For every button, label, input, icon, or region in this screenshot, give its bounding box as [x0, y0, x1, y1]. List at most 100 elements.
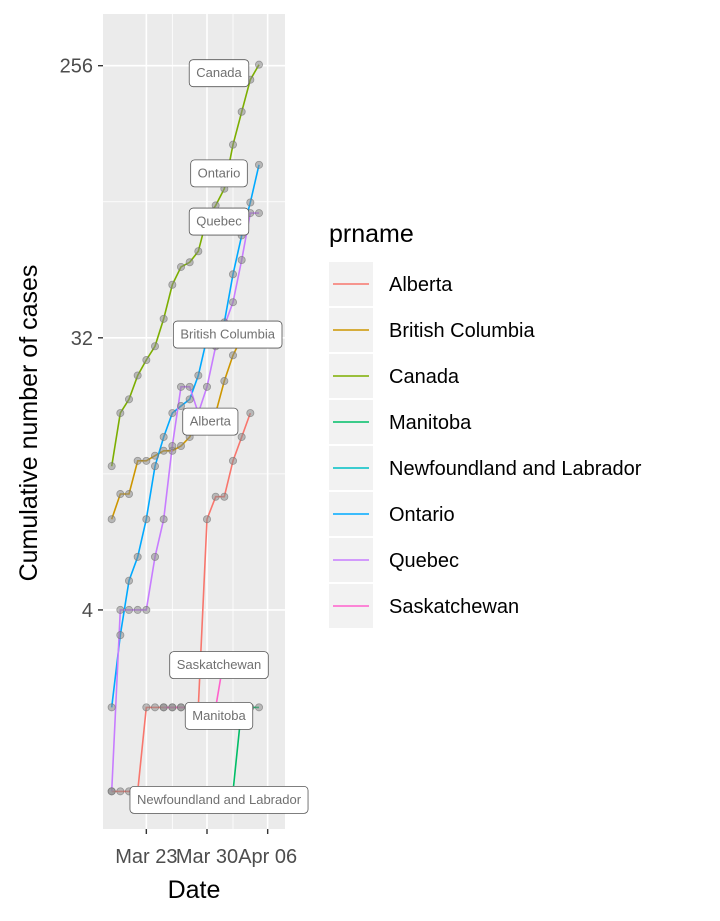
data-point	[125, 395, 134, 404]
series-label: Newfoundland and Labrador	[129, 785, 309, 814]
series-label-text: Quebec	[196, 214, 242, 229]
series-label-box	[184, 701, 254, 730]
legend-label: Ontario	[389, 504, 455, 526]
x-axis-title: Date	[168, 876, 221, 904]
data-point	[237, 255, 246, 264]
legend-item: Canada	[329, 354, 460, 398]
data-point	[228, 298, 237, 307]
data-point	[142, 515, 151, 524]
data-point	[125, 576, 134, 585]
data-point	[228, 351, 237, 360]
y-tick-label: 4	[82, 600, 93, 622]
x-tick-label: Mar 23	[115, 846, 177, 868]
legend-item: British Columbia	[329, 308, 535, 352]
series-label-box	[190, 159, 248, 188]
data-point	[168, 441, 177, 450]
legend-item: Quebec	[329, 538, 459, 582]
data-point	[202, 515, 211, 524]
legend-item: Saskatchewan	[329, 584, 519, 628]
legend: prname Alberta British Columbia Canada Mani…	[329, 220, 642, 628]
legend-label: Newfoundland and Labrador	[389, 458, 642, 480]
series-label: Canada	[188, 59, 250, 88]
data-point	[254, 160, 263, 169]
data-point	[176, 441, 185, 450]
series-line	[110, 64, 260, 467]
series-label-box	[172, 320, 283, 349]
data-point	[116, 490, 125, 499]
data-point	[176, 703, 185, 712]
series-label: Ontario	[190, 159, 248, 188]
data-point	[150, 451, 159, 460]
data-point	[246, 198, 255, 207]
data-point	[159, 432, 168, 441]
y-tick-label: 256	[60, 56, 93, 78]
legend-label: Canada	[389, 366, 460, 388]
legend-item: Alberta	[329, 262, 453, 306]
series-label: Alberta	[182, 407, 239, 436]
data-point	[220, 377, 229, 386]
data-point	[107, 787, 116, 796]
data-point	[142, 703, 151, 712]
series-label: British Columbia	[172, 320, 283, 349]
data-point	[107, 515, 116, 524]
data-point	[150, 462, 159, 471]
legend-label: Alberta	[389, 274, 453, 296]
data-point	[142, 605, 151, 614]
legend-item: Newfoundland and Labrador	[329, 446, 642, 490]
data-point	[159, 703, 168, 712]
data-point	[194, 371, 203, 380]
data-point	[133, 371, 142, 380]
data-point	[237, 107, 246, 116]
data-point	[107, 462, 116, 471]
data-point	[159, 515, 168, 524]
legend-label: British Columbia	[389, 320, 535, 342]
data-point	[150, 552, 159, 561]
series-label-box	[188, 59, 250, 88]
series-label-text: Saskatchewan	[177, 657, 262, 672]
data-point	[202, 382, 211, 391]
legend-label: Manitoba	[389, 412, 472, 434]
data-point	[125, 605, 134, 614]
series-label-text: British Columbia	[180, 327, 275, 342]
data-point	[150, 703, 159, 712]
series-label-text: Canada	[196, 65, 242, 80]
legend-item: Manitoba	[329, 400, 472, 444]
series-label-text: Newfoundland and Labrador	[137, 792, 302, 807]
legend-label: Saskatchewan	[389, 596, 519, 618]
legend-label: Quebec	[389, 550, 459, 572]
data-point	[159, 314, 168, 323]
series-label: Quebec	[188, 207, 250, 236]
data-point	[176, 402, 185, 411]
data-point	[133, 605, 142, 614]
series-label-box	[129, 785, 309, 814]
data-point	[228, 456, 237, 465]
series-label-text: Manitoba	[192, 708, 246, 723]
series-label: Saskatchewan	[169, 651, 269, 680]
data-point	[194, 247, 203, 256]
data-point	[246, 409, 255, 418]
data-point	[228, 270, 237, 279]
data-point	[254, 703, 263, 712]
data-point	[237, 432, 246, 441]
data-point	[142, 356, 151, 365]
data-point	[116, 631, 125, 640]
data-point	[185, 382, 194, 391]
data-point	[159, 446, 168, 455]
data-point	[116, 787, 125, 796]
series-label-text: Alberta	[190, 414, 232, 429]
data-point	[142, 456, 151, 465]
data-point	[168, 409, 177, 418]
data-point	[176, 262, 185, 271]
series-line	[110, 164, 260, 708]
legend-title: prname	[329, 220, 414, 248]
data-point	[185, 258, 194, 267]
series-label-box	[188, 207, 250, 236]
data-point	[125, 490, 134, 499]
data-point	[107, 703, 116, 712]
series-annotations: Alberta British Columbia Canada Manitoba New…	[129, 59, 309, 814]
data-point	[228, 140, 237, 149]
data-point	[185, 395, 194, 404]
data-point	[220, 492, 229, 501]
